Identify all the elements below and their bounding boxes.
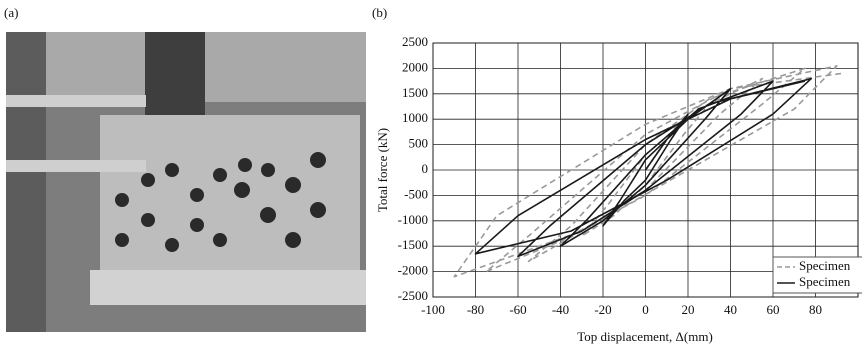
- chart: Total force (kN) Top displacement, Δ(mm)…: [375, 34, 862, 344]
- y-tick-label: 1500: [402, 85, 428, 100]
- x-tick-label: 40: [724, 302, 737, 317]
- photo: [6, 32, 366, 332]
- x-tick-label: 0: [642, 302, 649, 317]
- x-tick-label: -40: [552, 302, 569, 317]
- panel-label: (a): [4, 5, 18, 20]
- x-tick-label: -80: [467, 302, 484, 317]
- x-axis-label: Top displacement, Δ(mm): [577, 329, 713, 344]
- legend-label: Specimen: [799, 258, 851, 273]
- series-line: [474, 77, 813, 258]
- panel-label: (b): [372, 5, 387, 20]
- series-line: [453, 65, 842, 278]
- y-tick-label: 1000: [402, 110, 428, 125]
- y-tick-label: -1000: [398, 212, 428, 227]
- legend-label: Specimen: [799, 274, 851, 289]
- y-tick-label: -2500: [398, 288, 428, 303]
- y-tick-label: -1500: [398, 237, 428, 252]
- x-tick-label: 80: [809, 302, 822, 317]
- y-tick-label: 2500: [402, 34, 428, 49]
- x-tick-label: 60: [767, 302, 780, 317]
- x-tick-label: -60: [509, 302, 526, 317]
- x-tick-label: -20: [594, 302, 611, 317]
- legend-box: [772, 256, 862, 294]
- x-tick-label: 20: [682, 302, 695, 317]
- y-tick-label: 2000: [402, 59, 428, 74]
- y-tick-label: -2000: [398, 263, 428, 278]
- x-tick-label: -100: [421, 302, 445, 317]
- y-tick-label: 0: [422, 161, 429, 176]
- y-axis-label: Total force (kN): [375, 128, 390, 212]
- y-tick-label: 500: [409, 136, 429, 151]
- y-tick-label: -500: [404, 186, 428, 201]
